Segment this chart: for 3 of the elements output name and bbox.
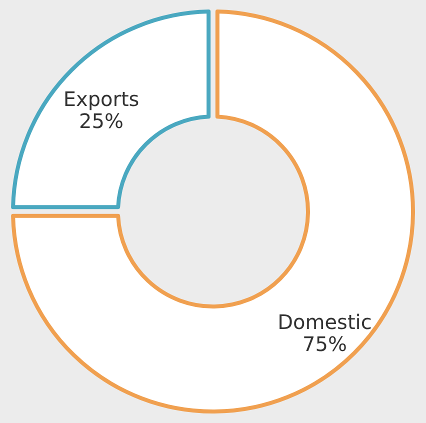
slice-label: Domestic [278,310,372,334]
data-label: 75% [302,332,347,356]
slice-label: Exports [63,86,140,111]
